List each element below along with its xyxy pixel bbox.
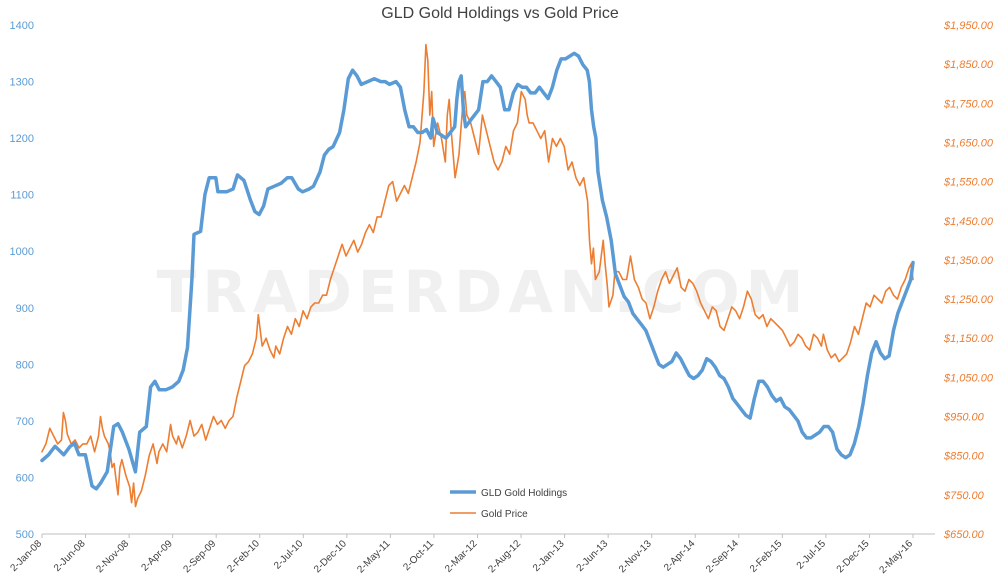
right-tick-label: $1,350.00 — [943, 255, 994, 267]
right-tick-label: $1,250.00 — [943, 294, 994, 306]
left-tick-label: 800 — [16, 359, 34, 371]
right-axis-ticks: $650.00 $750.00 $850.00 $950.00 $1,050.00 $1,… — [943, 20, 994, 541]
x-tick-label: 2-Jan-13 — [531, 538, 567, 574]
left-tick-label: 1000 — [10, 246, 34, 258]
right-tick-label: $1,150.00 — [943, 333, 994, 345]
x-tick-label: 2-May-16 — [877, 538, 915, 576]
x-tick-label: 2-Dec-15 — [835, 538, 872, 575]
right-tick-label: $1,650.00 — [943, 137, 994, 149]
legend-label-gld-holdings: GLD Gold Holdings — [481, 488, 567, 499]
left-tick-label: 500 — [16, 529, 34, 541]
x-tick-label: 2-Dec-10 — [312, 538, 349, 575]
right-tick-label: $1,450.00 — [943, 216, 994, 228]
x-tick-label: 2-Jul-10 — [272, 538, 306, 572]
x-tick-label: 2-Apr-14 — [662, 538, 698, 574]
x-tick-label: 2-May-11 — [355, 538, 392, 575]
right-tick-label: $1,050.00 — [943, 372, 994, 384]
x-tick-label: 2-Nov-13 — [617, 538, 654, 575]
x-tick-label: 2-Feb-15 — [748, 538, 785, 575]
left-tick-label: 700 — [16, 416, 34, 428]
x-tick-label: 2-Sep-14 — [704, 538, 741, 575]
x-tick-label: 2-Jun-13 — [575, 538, 611, 574]
legend: GLD Gold Holdings Gold Price — [450, 488, 567, 520]
series-line-gld-holdings — [40, 51, 915, 491]
chart-title: GLD Gold Holdings vs Gold Price — [381, 5, 619, 22]
right-tick-label: $850.00 — [943, 451, 985, 463]
right-tick-label: $1,850.00 — [943, 59, 994, 71]
right-tick-label: $1,550.00 — [943, 177, 994, 189]
x-tick-label: 2-Mar-12 — [443, 538, 480, 575]
series-layer — [40, 43, 915, 508]
left-tick-label: 600 — [16, 472, 34, 484]
left-axis-ticks: 500 600 700 800 900 1000 1100 1200 1300 1400 — [10, 20, 34, 541]
x-tick-label: 2-Jul-15 — [795, 538, 829, 572]
x-tick-label: 2-Nov-08 — [94, 538, 131, 575]
x-tick-label: 2-Feb-10 — [225, 538, 262, 575]
x-axis-ticks: 2-Jan-08 2-Jun-08 2-Nov-08 2-Apr-09 2-Sep-09… — [8, 534, 915, 576]
right-tick-label: $750.00 — [943, 490, 985, 502]
left-tick-label: 1200 — [10, 133, 34, 145]
watermark: TRADERDAN.COM — [157, 258, 810, 326]
x-tick-label: 2-Jan-08 — [8, 538, 44, 574]
x-tick-label: 2-Jun-08 — [52, 538, 88, 574]
right-tick-label: $1,950.00 — [943, 20, 994, 32]
x-tick-label: 2-Sep-09 — [181, 538, 218, 575]
x-tick-label: 2-Aug-12 — [486, 538, 523, 575]
right-tick-label: $650.00 — [943, 529, 985, 541]
right-tick-label: $950.00 — [943, 412, 985, 424]
right-tick-label: $1,750.00 — [943, 98, 994, 110]
x-tick-label: 2-Apr-09 — [139, 538, 175, 574]
left-tick-label: 1100 — [10, 190, 34, 202]
left-tick-label: 900 — [16, 303, 34, 315]
left-tick-label: 1400 — [10, 20, 34, 32]
left-tick-label: 1300 — [10, 77, 34, 89]
legend-label-gold-price: Gold Price — [481, 509, 528, 520]
x-tick-label: 2-Oct-11 — [401, 538, 436, 573]
